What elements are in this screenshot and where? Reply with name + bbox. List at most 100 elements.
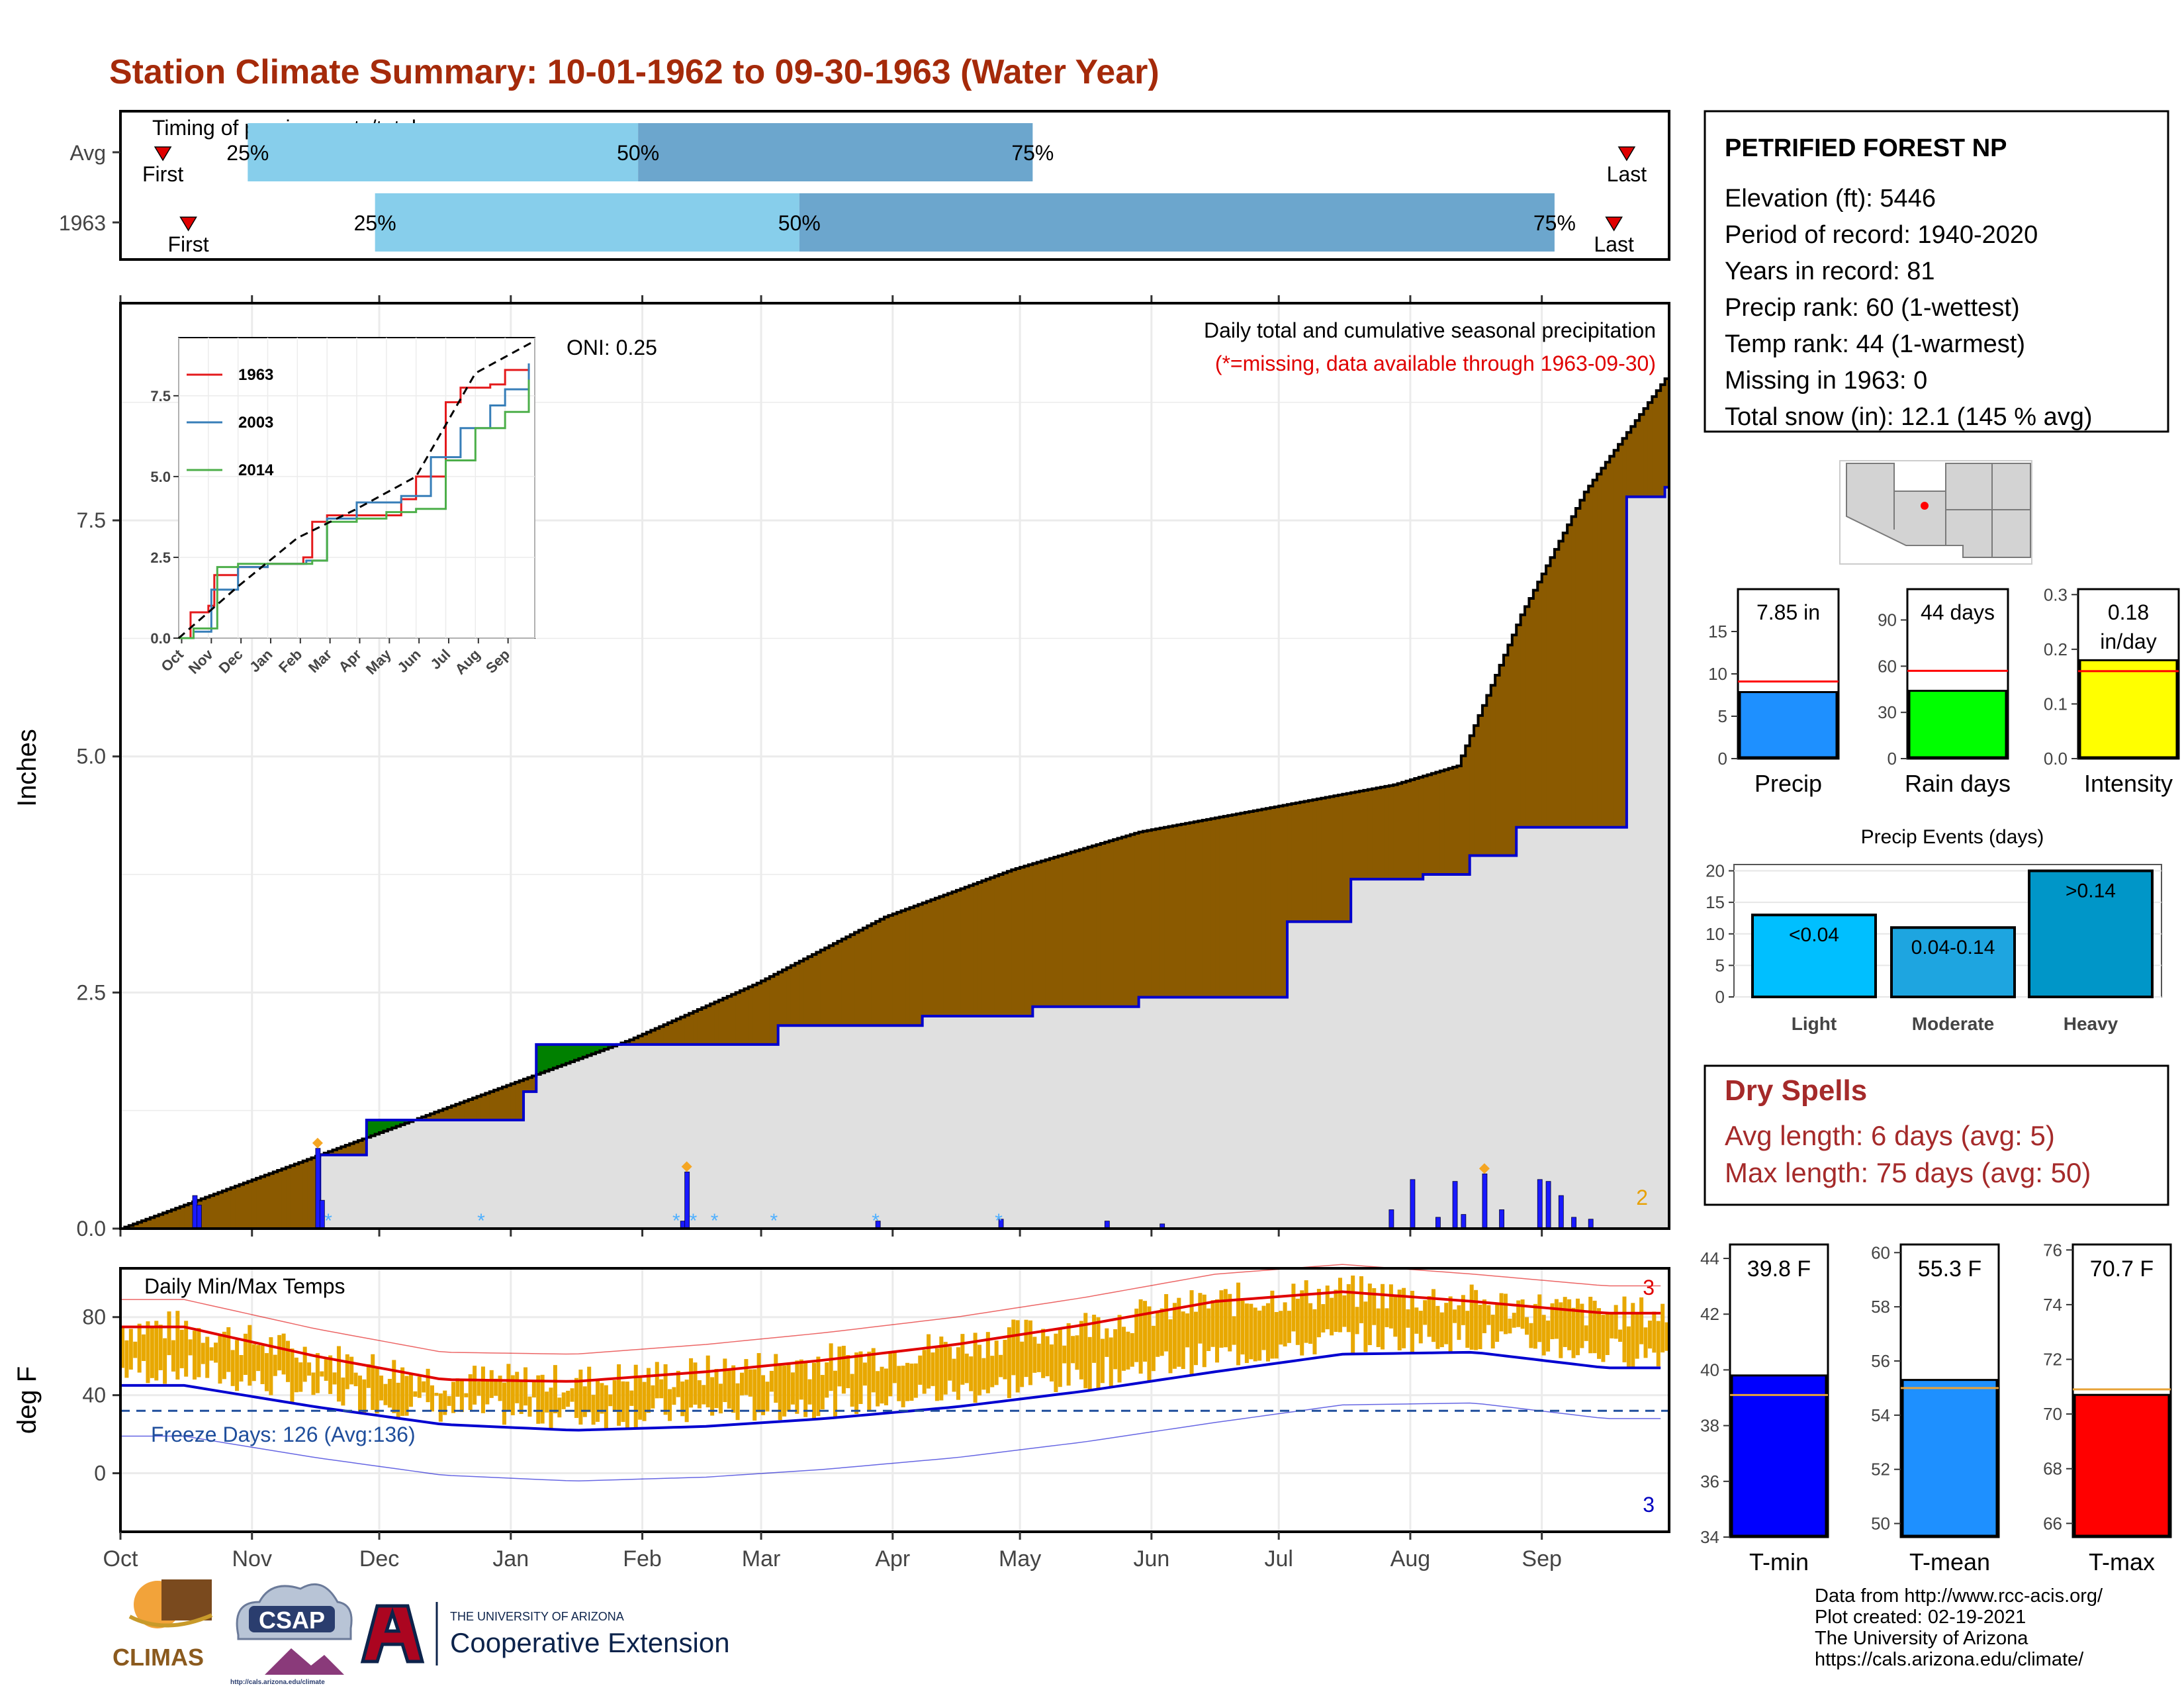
timing-last-marker <box>1605 216 1623 232</box>
deficit-band <box>1177 825 1182 998</box>
deficit-band <box>230 1188 236 1229</box>
temp-ytick-label: 80 <box>82 1305 106 1329</box>
daily-temp-bar <box>269 1337 273 1395</box>
daily-temp-bar <box>1355 1307 1359 1335</box>
deficit-band <box>1614 450 1619 827</box>
deficit-band <box>829 945 834 1026</box>
temp-summary-ytick-label: 60 <box>1871 1243 1890 1262</box>
daily-temp-bar <box>697 1380 702 1409</box>
timing-first-marker <box>179 216 197 232</box>
daily-temp-bar <box>1385 1308 1389 1327</box>
station-info-line: Precip rank: 60 (1-wettest) <box>1725 294 2020 322</box>
deficit-band <box>167 1211 172 1229</box>
deficit-band <box>1351 792 1356 880</box>
temp-summary-ytick-label: 44 <box>1700 1248 1719 1268</box>
month-label: Aug <box>1390 1546 1431 1571</box>
temp-summary-ytick-label: 68 <box>2043 1459 2062 1479</box>
daily-temp-bar <box>1193 1311 1198 1366</box>
daily-temp-bar <box>1045 1336 1050 1377</box>
daily-temp-bar <box>379 1376 384 1401</box>
daily-temp-bar <box>1614 1305 1618 1339</box>
daily-temp-bar <box>1066 1323 1071 1386</box>
daily-temp-bar <box>727 1368 731 1409</box>
timing-first-marker <box>154 146 172 162</box>
surplus-band <box>561 1044 567 1065</box>
daily-precip-bar <box>1499 1209 1504 1229</box>
daily-temp-bar <box>1605 1313 1610 1356</box>
deficit-band <box>1126 835 1131 1007</box>
deficit-band <box>455 1104 461 1120</box>
snow-marker: * <box>672 1210 680 1232</box>
deficit-band <box>811 954 817 1026</box>
summary-value-bar <box>1739 691 1838 759</box>
deficit-band <box>1495 675 1500 856</box>
daily-temp-bar <box>248 1325 252 1386</box>
daily-temp-bar <box>1597 1308 1602 1359</box>
dry-title: Dry Spells <box>1725 1074 1867 1107</box>
daily-temp-bar <box>171 1340 175 1372</box>
events-bar-label: <0.04 <box>1789 924 1839 946</box>
deficit-band <box>1444 769 1449 875</box>
daily-temp-bar <box>1117 1315 1122 1383</box>
deficit-band <box>820 950 825 1026</box>
daily-temp-bar <box>604 1385 608 1429</box>
daily-temp-bar <box>1321 1304 1326 1333</box>
daily-temp-bar <box>1363 1301 1368 1352</box>
daily-precip-bar <box>315 1148 321 1229</box>
deficit-band <box>740 990 745 1045</box>
deficit-band <box>1363 790 1369 880</box>
precip-ytick-label: 2.5 <box>77 980 106 1004</box>
events-category-label: Moderate <box>1912 1013 1994 1034</box>
deficit-band <box>1172 825 1177 998</box>
daily-temp-bar <box>1054 1333 1058 1392</box>
daily-precip-bar <box>1410 1179 1416 1229</box>
deficit-band <box>1410 779 1415 880</box>
daily-temp-bar <box>383 1383 388 1405</box>
daily-temp-bar <box>451 1382 456 1413</box>
daily-temp-bar <box>1495 1303 1500 1342</box>
daily-temp-bar <box>214 1342 218 1363</box>
deficit-band <box>1210 818 1216 998</box>
daily-temp-bar <box>1656 1321 1661 1367</box>
daily-temp-bar <box>1643 1327 1648 1358</box>
deficit-band <box>858 930 864 1026</box>
summary-value-text: 7.85 in <box>1756 600 1820 624</box>
daily-temp-bar <box>934 1348 939 1401</box>
daily-temp-bar <box>1601 1315 1606 1362</box>
deficit-band <box>302 1160 308 1229</box>
station-info-line: Temp rank: 44 (1-warmest) <box>1725 330 2025 358</box>
daily-temp-bar <box>769 1370 774 1392</box>
deficit-band <box>1546 565 1551 827</box>
daily-temp-bar <box>702 1385 706 1405</box>
daily-temp-bar <box>447 1396 451 1406</box>
deficit-band <box>731 994 737 1045</box>
daily-precip-bar <box>1461 1214 1467 1229</box>
daily-temp-bar <box>1253 1307 1257 1362</box>
deficit-band <box>1219 817 1224 998</box>
deficit-band <box>298 1162 304 1229</box>
daily-temp-bar <box>1525 1317 1529 1335</box>
daily-temp-bar <box>918 1355 923 1385</box>
month-label: Jun <box>1133 1546 1169 1571</box>
daily-temp-bar <box>1134 1308 1139 1362</box>
daily-temp-bar <box>756 1353 761 1413</box>
daily-temp-bar <box>281 1333 286 1375</box>
deficit-band <box>646 1032 651 1045</box>
daily-temp-bar <box>1236 1282 1241 1366</box>
ua-big-text: Cooperative Extension <box>450 1627 730 1658</box>
inset-legend-label: 1963 <box>238 366 273 384</box>
daily-temp-bar <box>498 1376 502 1401</box>
daily-temp-bar <box>1300 1290 1304 1356</box>
deficit-band <box>1503 655 1508 856</box>
month-label: Mar <box>742 1546 781 1571</box>
daily-temp-bar <box>545 1391 549 1413</box>
deficit-band <box>506 1085 512 1120</box>
deficit-band <box>1295 802 1300 922</box>
daily-temp-bar <box>1244 1303 1249 1364</box>
deficit-band <box>1512 635 1517 856</box>
daily-temp-bar <box>1228 1293 1232 1352</box>
deficit-band <box>672 1021 677 1045</box>
deficit-band <box>1610 456 1615 827</box>
surplus-band <box>404 1119 410 1123</box>
daily-temp-bar <box>1083 1313 1088 1389</box>
